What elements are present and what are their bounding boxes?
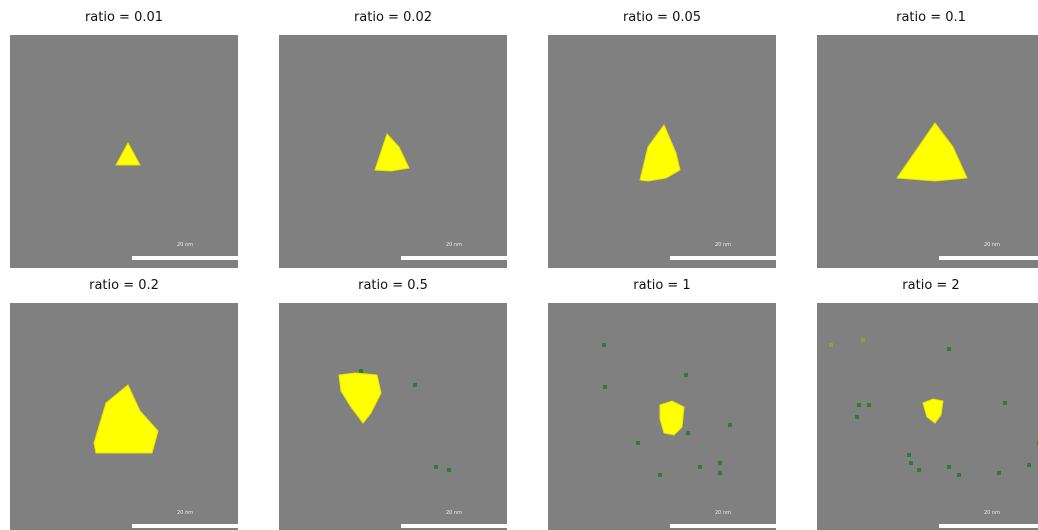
figure: ratio = 0.0120 nmratio = 0.0220 nmratio … xyxy=(0,0,1038,530)
dot xyxy=(947,465,951,469)
dot xyxy=(447,468,451,472)
panel: ratio = 0.5 20 nm xyxy=(279,278,507,530)
dot xyxy=(867,403,871,407)
dot xyxy=(1003,401,1007,405)
scale-bar xyxy=(401,524,507,528)
panel: ratio = 1 20 nm xyxy=(548,278,776,530)
panel: ratio = 0.1 20 nm xyxy=(817,10,1038,268)
scale-bar-label: 20 nm xyxy=(177,510,193,516)
dot xyxy=(855,415,859,419)
dot xyxy=(603,385,607,389)
scale-bar xyxy=(939,524,1038,528)
panel-title: ratio = 0.2 xyxy=(89,278,159,293)
scale-bar xyxy=(670,524,776,528)
panel-title: ratio = 0.02 xyxy=(354,10,432,25)
image xyxy=(279,303,507,530)
dot xyxy=(686,431,690,435)
panel: ratio = 0.05 20 nm xyxy=(548,10,776,268)
dot xyxy=(861,338,865,342)
scale-bar xyxy=(939,256,1038,260)
dot xyxy=(434,465,438,469)
panel-title: ratio = 2 xyxy=(902,278,959,293)
dot xyxy=(698,465,702,469)
scale-bar xyxy=(132,256,238,260)
dot xyxy=(359,369,363,373)
dot xyxy=(718,461,722,465)
dot xyxy=(857,403,861,407)
dot xyxy=(602,343,606,347)
panel-title: ratio = 0.01 xyxy=(85,10,163,25)
dot xyxy=(413,383,417,387)
dot xyxy=(917,468,921,472)
scale-bar-label: 20 nm xyxy=(446,510,462,516)
dot xyxy=(658,473,662,477)
panel-title: ratio = 0.05 xyxy=(623,10,701,25)
panel: ratio = 0.01 20 nm xyxy=(10,10,238,268)
dot xyxy=(636,441,640,445)
panel: ratio = 0.2 20 nm xyxy=(10,278,238,530)
scale-bar-label: 20 nm xyxy=(984,242,1000,248)
scale-bar xyxy=(670,256,776,260)
scale-bar-label: 20 nm xyxy=(177,242,193,248)
panel-title: ratio = 0.5 xyxy=(358,278,428,293)
dot xyxy=(684,373,688,377)
dot xyxy=(947,347,951,351)
scale-bar xyxy=(401,256,507,260)
scale-bar-label: 20 nm xyxy=(446,242,462,248)
dot xyxy=(728,423,732,427)
panel: ratio = 0.02 20 nm xyxy=(279,10,507,268)
dot xyxy=(1027,463,1031,467)
dot xyxy=(829,343,833,347)
scale-bar-label: 20 nm xyxy=(715,242,731,248)
panel-title: ratio = 0.1 xyxy=(896,10,966,25)
scale-bar-label: 20 nm xyxy=(984,510,1000,516)
panel-title: ratio = 1 xyxy=(633,278,690,293)
panel: ratio = 2 20 nm xyxy=(817,278,1038,530)
scale-bar xyxy=(132,524,238,528)
dot xyxy=(718,471,722,475)
dot xyxy=(907,453,911,457)
scale-bar-label: 20 nm xyxy=(715,510,731,516)
dot xyxy=(997,471,1001,475)
dot xyxy=(909,461,913,465)
dot xyxy=(957,473,961,477)
